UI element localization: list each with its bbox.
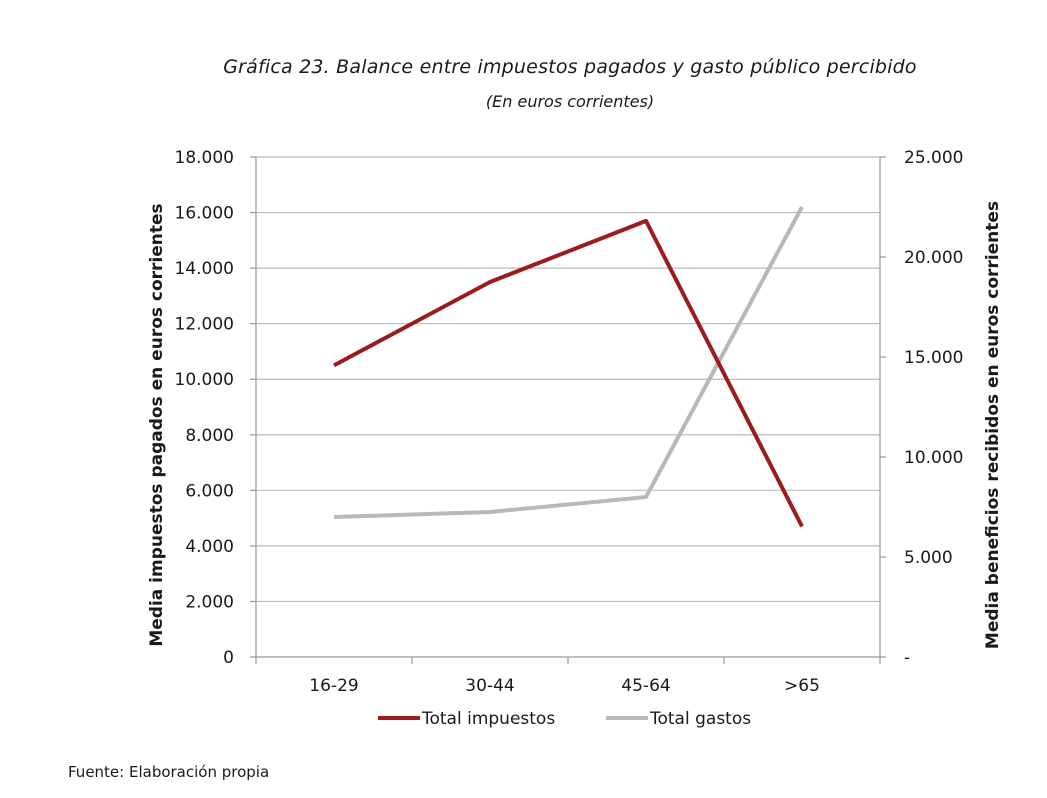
series-lines	[333, 206, 804, 528]
left-axis-label: Media impuestos pagados en euros corrien…	[147, 203, 167, 646]
left-tick-label: 10.000	[175, 370, 234, 390]
series-line-total-impuestos	[333, 218, 804, 528]
left-axis-ticks: 0 2.000 4.000 6.000 8.000 10.000 12.000 14.000 1…	[175, 148, 256, 668]
legend: Total impuestos Total gastos	[378, 709, 751, 729]
source-note: Fuente: Elaboración propia	[68, 763, 270, 781]
legend-label-total-impuestos: Total impuestos	[421, 709, 555, 729]
x-tick-label: >65	[784, 676, 820, 696]
chart-title: Gráfica 23. Balance entre impuestos paga…	[223, 56, 917, 78]
chart-subtitle: (En euros corrientes)	[485, 92, 655, 111]
right-axis-label: Media beneficios recibidos en euros corr…	[983, 201, 1003, 649]
x-axis-ticks: 16-29 30-44 45-64 >65	[255, 657, 881, 696]
left-tick-label: 2.000	[185, 592, 234, 612]
x-tick-label: 30-44	[465, 676, 514, 696]
series-line-total-gastos	[333, 206, 804, 519]
right-tick-label: 20.000	[904, 248, 963, 268]
right-tick-label: 25.000	[904, 148, 963, 168]
gridlines	[256, 156, 880, 603]
legend-label-total-gastos: Total gastos	[649, 709, 751, 729]
right-axis-ticks: - 5.000 10.000 15.000 20.000 25.000	[880, 148, 963, 668]
left-tick-label: 4.000	[185, 537, 234, 557]
left-tick-label: 12.000	[175, 315, 234, 335]
left-tick-label: 6.000	[185, 481, 234, 501]
left-tick-label: 18.000	[175, 148, 234, 168]
left-tick-label: 0	[223, 648, 234, 668]
right-tick-label: 5.000	[904, 548, 953, 568]
right-tick-label: 15.000	[904, 348, 963, 368]
left-tick-label: 16.000	[175, 204, 234, 224]
left-tick-label: 8.000	[185, 426, 234, 446]
right-tick-label: 10.000	[904, 448, 963, 468]
left-tick-label: 14.000	[175, 259, 234, 279]
right-tick-label: -	[904, 648, 910, 668]
x-tick-label: 45-64	[621, 676, 670, 696]
x-tick-label: 16-29	[309, 676, 358, 696]
